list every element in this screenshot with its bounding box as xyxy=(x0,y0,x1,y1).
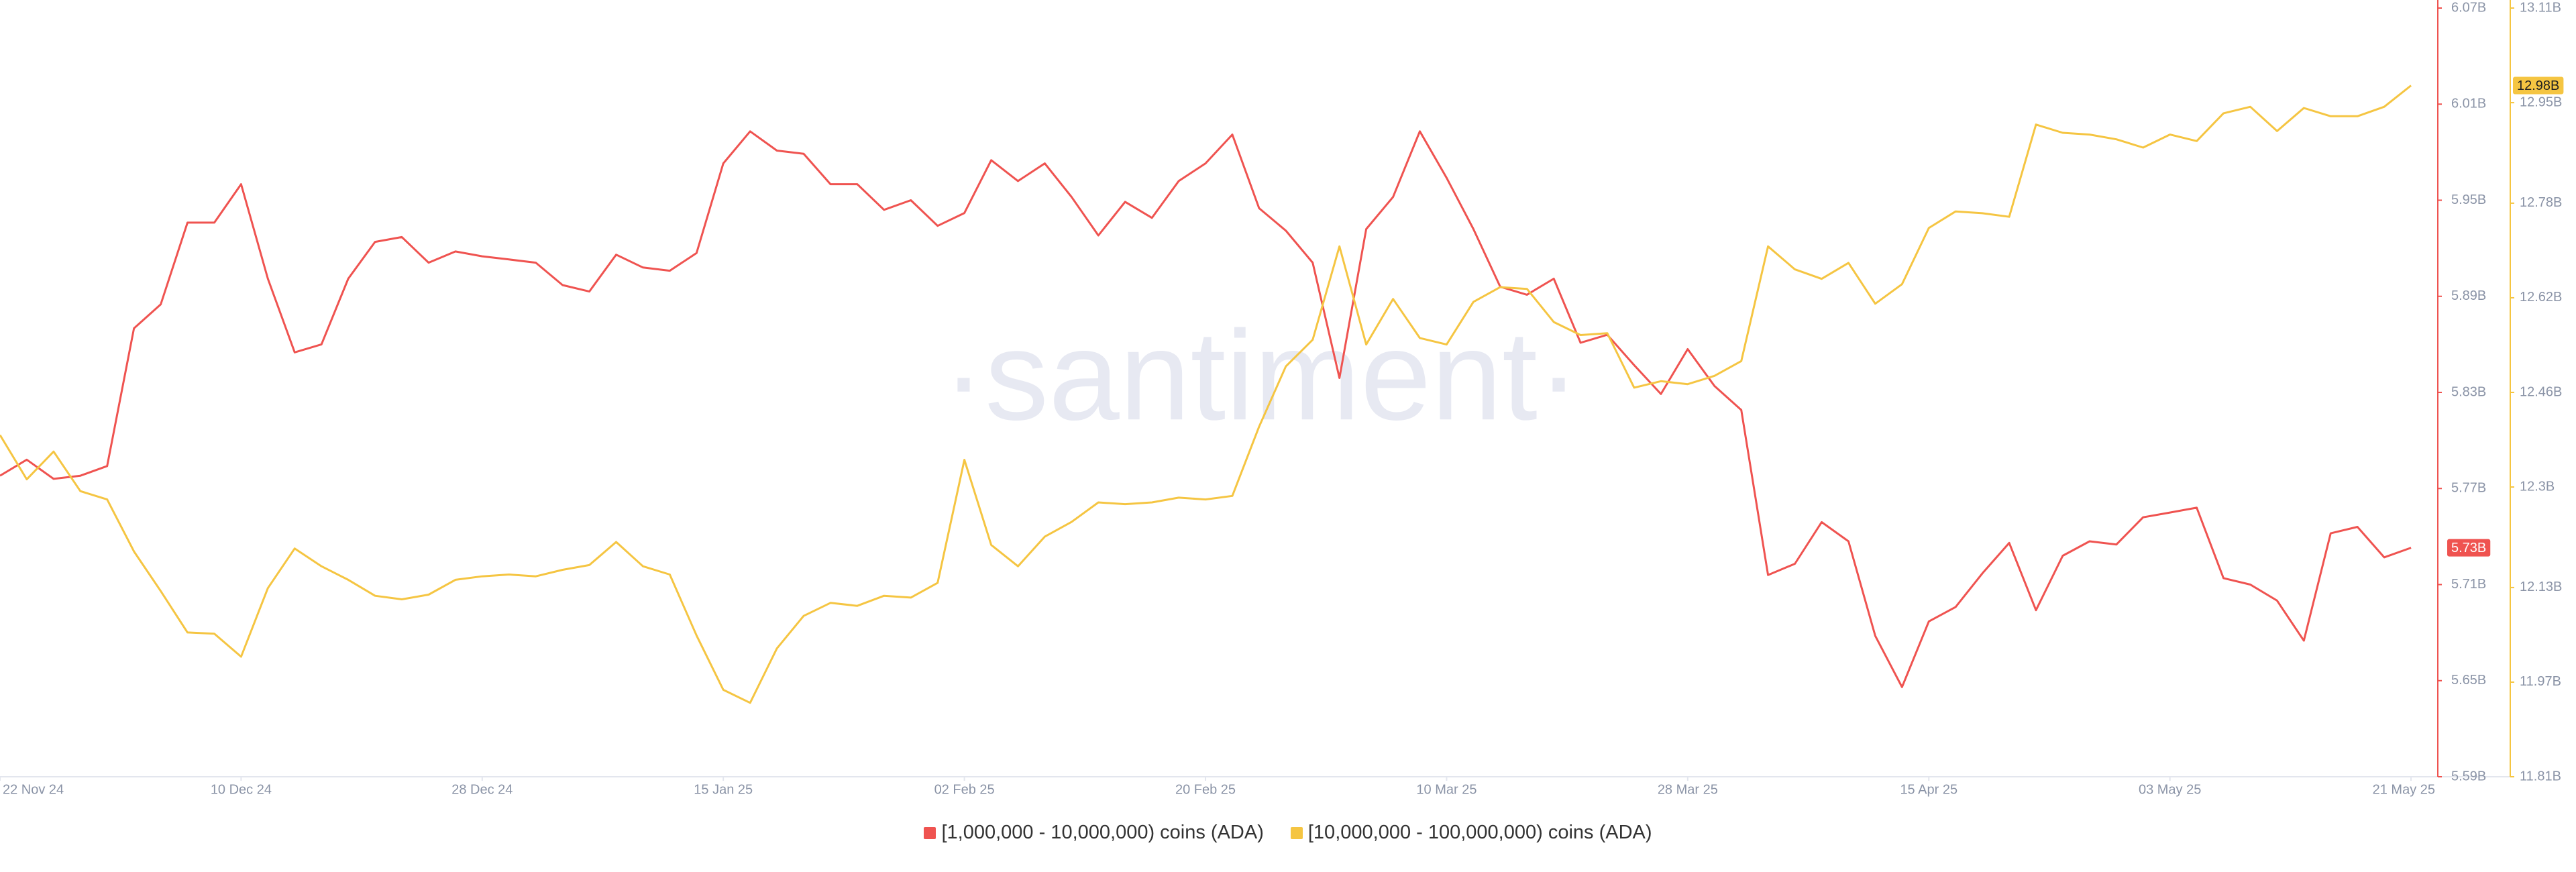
last-value-badge: 5.73B xyxy=(2447,539,2491,557)
badge-bg xyxy=(2513,76,2564,95)
x-tick-label: 02 Feb 25 xyxy=(934,782,995,797)
y-tick-label: 5.71B xyxy=(2451,577,2486,592)
x-tick-label: 10 Dec 24 xyxy=(211,782,272,797)
y-tick-label: 6.01B xyxy=(2451,97,2486,111)
y2-tick-label: 12.95B xyxy=(2520,95,2562,109)
y-tick-label: 5.89B xyxy=(2451,288,2486,303)
legend: [1,000,000 - 10,000,000) coins (ADA) [10,… xyxy=(0,822,2576,844)
y2-tick-label: 12.46B xyxy=(2520,384,2562,399)
watermark: ·santiment· xyxy=(943,305,1580,447)
x-tick-label: 10 Mar 25 xyxy=(1416,782,1477,797)
y2-tick-label: 11.97B xyxy=(2520,674,2561,689)
x-tick-label: 28 Mar 25 xyxy=(1658,782,1718,797)
series-line xyxy=(0,130,2412,688)
chart: ·santiment· 5.59B 5.65B 5.71B 5.77B 5.83B 5.8… xyxy=(0,0,2564,797)
badge-bg xyxy=(2447,539,2491,557)
x-tick-label: 28 Dec 24 xyxy=(451,782,513,797)
legend-label: [10,000,000 - 100,000,000) coins (ADA) xyxy=(1307,822,1652,843)
y-tick-label: 5.95B xyxy=(2451,193,2486,207)
y-tick-label: 5.65B xyxy=(2451,673,2486,688)
y2-tick-label: 12.3B xyxy=(2520,479,2555,494)
badge-label: 5.73B xyxy=(2451,541,2486,555)
y2-tick-label: 13.11B xyxy=(2520,0,2561,15)
y-tick-label: 5.77B xyxy=(2451,481,2486,496)
legend-swatch xyxy=(924,826,936,839)
y-tick-label: 5.83B xyxy=(2451,384,2486,399)
y2-tick-label: 12.62B xyxy=(2520,290,2562,305)
legend-item[interactable]: [10,000,000 - 100,000,000) coins (ADA) xyxy=(1290,822,1652,844)
badge-label: 12.98B xyxy=(2517,78,2559,93)
x-tick-label: 20 Feb 25 xyxy=(1175,782,1236,797)
y-tick-label: 5.59B xyxy=(2451,769,2486,783)
legend-item[interactable]: [1,000,000 - 10,000,000) coins (ADA) xyxy=(924,822,1264,844)
legend-label: [1,000,000 - 10,000,000) coins (ADA) xyxy=(941,822,1264,843)
y2-tick-label: 12.78B xyxy=(2520,195,2562,210)
x-tick-label: 22 Nov 24 xyxy=(3,782,64,797)
x-tick-label: 03 May 25 xyxy=(2139,782,2201,797)
x-tick-label: 15 Jan 25 xyxy=(694,782,753,797)
x-tick-label: 15 Apr 25 xyxy=(1900,782,1957,797)
series-line xyxy=(0,85,2412,704)
y2-tick-label: 12.13B xyxy=(2520,580,2562,594)
legend-swatch xyxy=(1290,826,1303,839)
y2-tick-label: 11.81B xyxy=(2520,769,2561,783)
x-tick-label: 21 May 25 xyxy=(2373,782,2435,797)
last-value-badge: 12.98B xyxy=(2513,76,2564,95)
y-tick-label: 6.07B xyxy=(2451,0,2486,15)
